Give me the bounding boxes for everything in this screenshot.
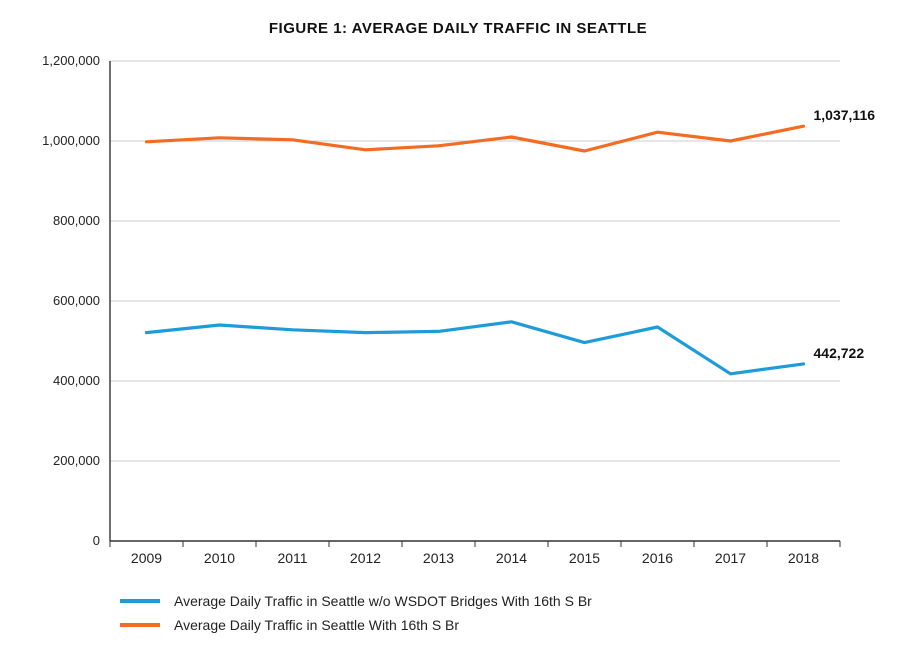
y-tick-label: 400,000 (53, 373, 100, 388)
chart-container: FIGURE 1: AVERAGE DAILY TRAFFIC IN SEATT… (20, 20, 896, 633)
series-end-label-with_bridges: 1,037,116 (814, 107, 876, 123)
x-tick-label: 2013 (423, 550, 454, 566)
y-tick-label: 1,000,000 (42, 133, 100, 148)
legend-label: Average Daily Traffic in Seattle With 16… (174, 617, 459, 633)
x-tick-label: 2017 (715, 550, 746, 566)
legend-row-without_wsdot: Average Daily Traffic in Seattle w/o WSD… (120, 593, 896, 609)
series-with_bridges (147, 126, 804, 151)
y-tick-label: 0 (93, 533, 100, 548)
chart-title: FIGURE 1: AVERAGE DAILY TRAFFIC IN SEATT… (20, 20, 896, 37)
x-tick-label: 2018 (788, 550, 819, 566)
series-end-label-without_wsdot: 442,722 (814, 345, 865, 361)
y-tick-label: 1,200,000 (42, 53, 100, 68)
x-tick-label: 2010 (204, 550, 235, 566)
y-tick-label: 600,000 (53, 293, 100, 308)
x-tick-label: 2012 (350, 550, 381, 566)
x-tick-label: 2014 (496, 550, 527, 566)
x-tick-label: 2016 (642, 550, 673, 566)
x-tick-label: 2011 (277, 550, 307, 566)
y-tick-label: 200,000 (53, 453, 100, 468)
y-tick-label: 800,000 (53, 213, 100, 228)
legend-swatch (120, 623, 160, 627)
chart-legend: Average Daily Traffic in Seattle w/o WSD… (20, 593, 896, 633)
legend-swatch (120, 599, 160, 603)
x-tick-label: 2015 (569, 550, 600, 566)
series-without_wsdot (147, 322, 804, 374)
legend-label: Average Daily Traffic in Seattle w/o WSD… (174, 593, 592, 609)
legend-row-with_bridges: Average Daily Traffic in Seattle With 16… (120, 617, 896, 633)
line-chart: 0 200,000 400,000 600,000 800,000 1,000,000 1,… (20, 51, 896, 581)
x-tick-label: 2009 (131, 550, 162, 566)
